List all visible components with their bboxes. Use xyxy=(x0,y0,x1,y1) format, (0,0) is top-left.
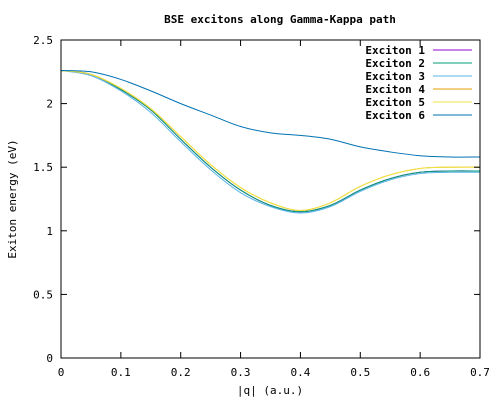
series-line-exciton-3 xyxy=(60,70,481,214)
legend-label-exciton-6: Exciton 6 xyxy=(365,109,425,122)
legend-label-exciton-1: Exciton 1 xyxy=(365,44,425,57)
x-tick-label: 0.6 xyxy=(410,366,430,379)
series-line-exciton-5 xyxy=(60,70,481,211)
x-axis-label: |q| (a.u.) xyxy=(237,384,303,397)
x-tick-label: 0.2 xyxy=(171,366,191,379)
legend-label-exciton-4: Exciton 4 xyxy=(365,83,425,96)
legend-label-exciton-2: Exciton 2 xyxy=(365,57,425,70)
y-tick-label: 2 xyxy=(46,98,53,111)
x-tick-label: 0.3 xyxy=(231,366,251,379)
x-tick-label: 0.1 xyxy=(111,366,131,379)
x-tick-label: 0 xyxy=(58,366,65,379)
y-tick-label: 1.5 xyxy=(33,161,53,174)
series-line-exciton-6 xyxy=(60,70,481,158)
y-tick-label: 0 xyxy=(46,352,53,365)
x-tick-label: 0.4 xyxy=(290,366,310,379)
plot-area xyxy=(60,70,481,214)
y-tick-label: 2.5 xyxy=(33,34,53,47)
axes: 0 0.1 0.2 0.3 0.4 0.5 0.6 0.7 0 0.5 1 1.5 2 2.5 xyxy=(33,34,490,379)
y-tick-label: 0.5 xyxy=(33,288,53,301)
x-tick-label: 0.7 xyxy=(470,366,490,379)
chart-title: BSE excitons along Gamma-Kappa path xyxy=(164,13,396,26)
legend-label-exciton-3: Exciton 3 xyxy=(365,70,425,83)
series-line-exciton-2 xyxy=(60,70,481,213)
y-tick-label: 1 xyxy=(46,225,53,238)
plot-frame xyxy=(60,39,481,359)
legend-label-exciton-5: Exciton 5 xyxy=(365,96,425,109)
x-tick-label: 0.5 xyxy=(350,366,370,379)
y-axis-label: Exiton energy (eV) xyxy=(6,139,19,258)
